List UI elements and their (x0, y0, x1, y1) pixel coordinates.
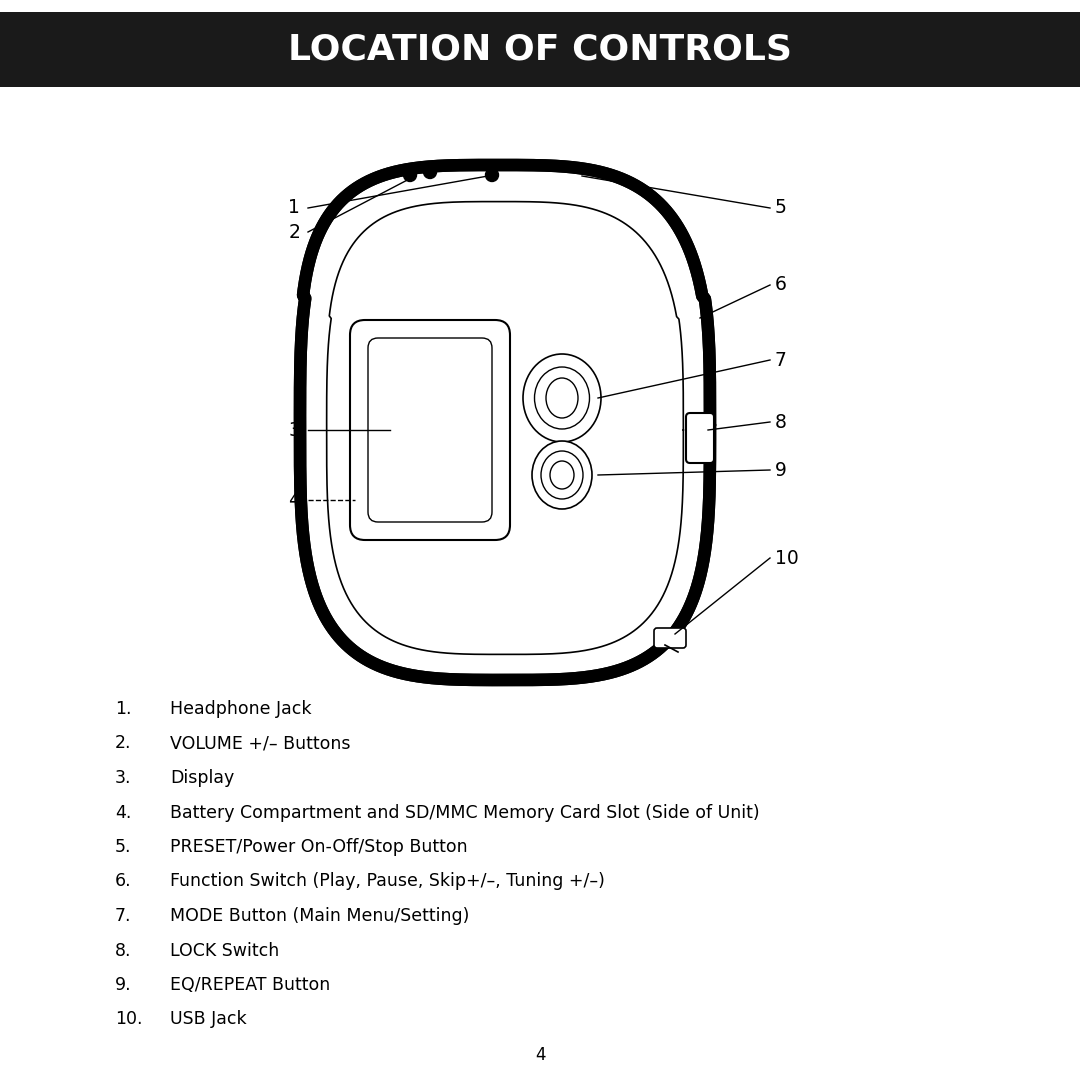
Ellipse shape (550, 461, 573, 489)
FancyBboxPatch shape (350, 320, 510, 540)
Circle shape (404, 168, 417, 181)
Text: 9: 9 (775, 460, 787, 480)
Text: 10: 10 (775, 549, 799, 567)
Text: 1: 1 (288, 199, 300, 217)
Ellipse shape (532, 441, 592, 509)
Bar (0, 12, 1080, 87)
Text: 7: 7 (775, 351, 787, 369)
Text: 6: 6 (775, 275, 787, 295)
Ellipse shape (535, 367, 590, 429)
Text: USB Jack: USB Jack (170, 1011, 246, 1028)
Ellipse shape (546, 378, 578, 418)
Text: PRESET/Power On-Off/Stop Button: PRESET/Power On-Off/Stop Button (170, 838, 468, 856)
Ellipse shape (523, 354, 600, 442)
Text: 4: 4 (535, 1047, 545, 1064)
FancyBboxPatch shape (686, 413, 714, 463)
Text: LOCATION OF CONTROLS: LOCATION OF CONTROLS (288, 32, 792, 67)
Text: Battery Compartment and SD/MMC Memory Card Slot (Side of Unit): Battery Compartment and SD/MMC Memory Ca… (170, 804, 759, 822)
Text: MODE Button (Main Menu/Setting): MODE Button (Main Menu/Setting) (170, 907, 470, 924)
Text: 4: 4 (288, 490, 300, 510)
Text: 9.: 9. (114, 976, 132, 994)
Text: 10.: 10. (114, 1011, 143, 1028)
Polygon shape (300, 165, 710, 680)
Text: EQ/REPEAT Button: EQ/REPEAT Button (170, 976, 330, 994)
Text: 8: 8 (775, 413, 787, 432)
Text: 6.: 6. (114, 873, 132, 891)
FancyBboxPatch shape (654, 627, 686, 648)
Text: 5: 5 (775, 199, 787, 217)
Text: 4.: 4. (114, 804, 132, 822)
Circle shape (486, 168, 499, 181)
Text: Display: Display (170, 769, 234, 787)
Circle shape (423, 165, 436, 178)
Text: 7.: 7. (114, 907, 132, 924)
Text: 2.: 2. (114, 734, 132, 753)
Text: 8.: 8. (114, 942, 132, 959)
Text: 2: 2 (288, 222, 300, 242)
Text: 3: 3 (288, 420, 300, 440)
Text: Function Switch (Play, Pause, Skip+/–, Tuning +/–): Function Switch (Play, Pause, Skip+/–, T… (170, 873, 605, 891)
Text: Headphone Jack: Headphone Jack (170, 700, 311, 718)
Text: VOLUME +/– Buttons: VOLUME +/– Buttons (170, 734, 351, 753)
Text: 5.: 5. (114, 838, 132, 856)
Text: 1.: 1. (114, 700, 132, 718)
Text: 3.: 3. (114, 769, 132, 787)
FancyBboxPatch shape (368, 338, 492, 522)
Text: LOCK Switch: LOCK Switch (170, 942, 280, 959)
Ellipse shape (541, 451, 583, 499)
